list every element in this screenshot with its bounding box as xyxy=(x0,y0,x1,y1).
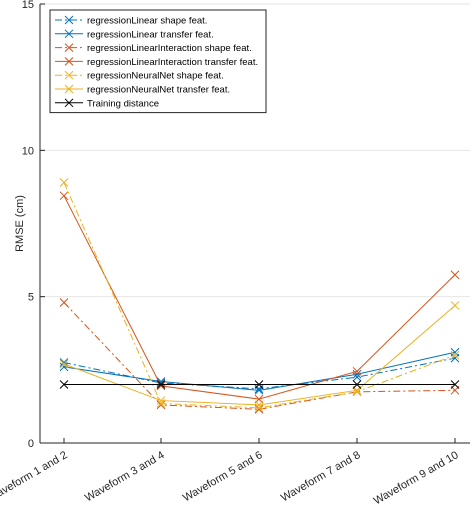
data-point xyxy=(254,400,264,410)
legend-label: Training distance xyxy=(87,98,159,109)
legend: regressionLinear shape feat. regressionLi… xyxy=(49,9,267,114)
legend-label: regressionNeuralNet shape feat. xyxy=(87,71,224,82)
x-tick-label: Waveform 1 and 2 xyxy=(0,449,69,504)
legend-box xyxy=(49,9,267,114)
legend-label: regressionLinearInteraction transfer fea… xyxy=(87,57,258,68)
data-point xyxy=(59,178,69,187)
y-tick-label: 10 xyxy=(22,145,34,157)
data-point xyxy=(450,380,460,389)
data-point xyxy=(156,400,166,410)
legend-label: regressionLinear transfer feat. xyxy=(87,29,214,40)
series-5 xyxy=(59,178,460,413)
legend-marker xyxy=(64,84,74,94)
legend-item: regressionLinear shape feat. xyxy=(55,16,207,27)
data-point xyxy=(59,191,69,201)
y-tick-label: 15 xyxy=(22,0,34,11)
legend-item: regressionLinear transfer feat. xyxy=(55,29,214,40)
legend-label: regressionNeuralNet transfer feat. xyxy=(87,85,230,96)
data-point xyxy=(156,381,166,391)
x-tick-label: Waveform 3 and 4 xyxy=(83,449,166,504)
data-point xyxy=(156,396,166,405)
legend-item: regressionNeuralNet transfer feat. xyxy=(55,85,230,96)
data-point xyxy=(59,359,69,369)
series-line xyxy=(63,302,456,410)
grid-layer xyxy=(40,3,470,298)
data-point xyxy=(352,387,362,397)
data-point xyxy=(450,301,460,310)
series-line xyxy=(63,195,456,400)
legend-label: regressionLinearInteraction shape feat. xyxy=(87,43,252,54)
data-point xyxy=(156,380,166,389)
series-2 xyxy=(59,347,460,395)
series-line xyxy=(63,182,456,409)
x-tick-label: Waveform 9 and 10 xyxy=(372,449,461,507)
y-axis-label: RMSE (cm) xyxy=(14,195,26,252)
legend-marker xyxy=(64,57,74,66)
data-point xyxy=(59,380,69,389)
data-point xyxy=(352,380,362,389)
series-layer xyxy=(59,178,460,414)
data-point xyxy=(59,298,69,307)
x-tick-label: Waveform 7 and 8 xyxy=(279,449,362,504)
series-7 xyxy=(59,380,460,389)
y-tick-label: 0 xyxy=(28,438,34,450)
series-3 xyxy=(59,298,460,414)
data-point xyxy=(254,380,264,389)
series-1 xyxy=(59,353,460,394)
data-point xyxy=(254,384,264,394)
legend-item: regressionLinearInteraction shape feat. xyxy=(55,43,252,54)
legend-marker xyxy=(64,29,74,39)
data-point xyxy=(450,347,460,357)
legend-marker xyxy=(64,43,74,52)
legend-label: regressionLinear shape feat. xyxy=(87,16,207,27)
legend-item: regressionNeuralNet shape feat. xyxy=(55,71,224,82)
legend-item: regressionLinearInteraction transfer fea… xyxy=(55,57,258,68)
data-point xyxy=(352,366,362,376)
series-6 xyxy=(59,301,460,410)
legend-marker xyxy=(64,70,74,80)
series-4 xyxy=(59,191,460,404)
legend-marker xyxy=(64,98,74,108)
legend-marker xyxy=(64,15,74,25)
data-point xyxy=(450,270,460,280)
x-tick-label: Waveform 5 and 6 xyxy=(181,449,264,504)
data-point xyxy=(450,350,460,360)
y-tick-label: 5 xyxy=(28,292,34,304)
legend-item: Training distance xyxy=(55,98,159,109)
data-point xyxy=(59,362,69,372)
data-point xyxy=(254,404,264,414)
